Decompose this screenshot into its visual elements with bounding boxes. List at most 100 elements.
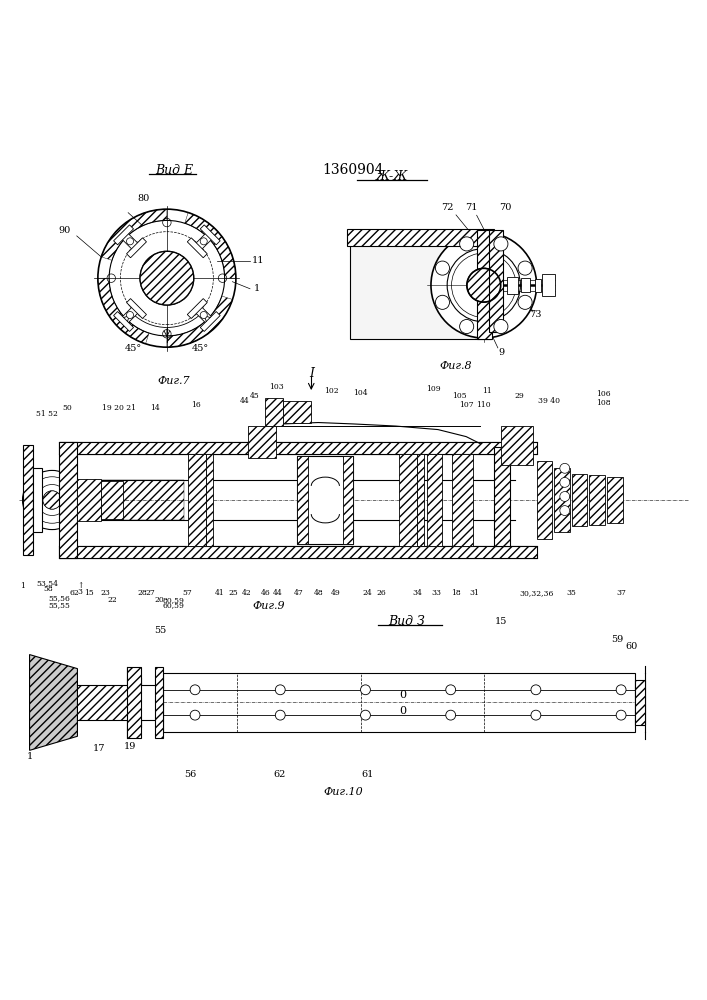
Text: 47: 47 <box>293 589 303 597</box>
Text: 108: 108 <box>596 399 611 407</box>
Bar <box>127 299 146 319</box>
Text: 11: 11 <box>252 256 264 265</box>
Text: ↑: ↑ <box>77 582 83 590</box>
Circle shape <box>43 491 62 509</box>
Bar <box>537 461 552 539</box>
Text: 29: 29 <box>514 392 524 400</box>
Text: 104: 104 <box>354 389 368 397</box>
Bar <box>265 398 283 426</box>
Text: 106: 106 <box>596 390 611 398</box>
Bar <box>206 454 213 546</box>
Text: 103: 103 <box>269 383 284 391</box>
Bar <box>542 274 555 296</box>
Bar <box>59 442 537 454</box>
Circle shape <box>531 685 541 695</box>
Text: 9: 9 <box>498 348 505 357</box>
Bar <box>507 277 518 294</box>
Text: Вид Е: Вид Е <box>155 164 193 177</box>
Circle shape <box>518 295 532 309</box>
Bar <box>23 445 33 555</box>
Circle shape <box>560 506 570 515</box>
Bar <box>59 442 77 558</box>
Circle shape <box>460 237 474 251</box>
Text: 18: 18 <box>451 589 460 597</box>
Circle shape <box>447 249 520 322</box>
Text: 41: 41 <box>215 589 225 597</box>
Bar <box>188 454 206 546</box>
Bar <box>248 426 276 458</box>
Text: 61: 61 <box>361 770 374 779</box>
Text: 24: 24 <box>363 589 373 597</box>
Text: 49: 49 <box>331 589 341 597</box>
Bar <box>635 680 645 725</box>
Circle shape <box>361 710 370 720</box>
Text: 50: 50 <box>62 404 71 412</box>
Text: 62: 62 <box>274 770 286 779</box>
Circle shape <box>518 261 532 275</box>
Bar <box>590 475 605 525</box>
Text: 1: 1 <box>254 284 260 293</box>
Text: 14: 14 <box>150 404 160 412</box>
Circle shape <box>617 710 626 720</box>
Text: Фиг.9: Фиг.9 <box>252 601 286 611</box>
Bar <box>155 667 163 738</box>
Circle shape <box>494 237 508 251</box>
Bar <box>187 238 207 258</box>
Text: 19: 19 <box>124 742 136 751</box>
Bar <box>283 401 311 423</box>
Text: 35: 35 <box>567 589 577 597</box>
Text: 34: 34 <box>412 589 422 597</box>
Text: 60,59: 60,59 <box>163 602 184 610</box>
Text: 57: 57 <box>182 589 192 597</box>
Text: 1: 1 <box>26 752 33 761</box>
Bar <box>119 230 141 252</box>
Text: Фиг.7: Фиг.7 <box>158 376 190 386</box>
Bar <box>572 474 588 526</box>
Text: Ж-Ж: Ж-Ж <box>376 170 409 183</box>
Circle shape <box>190 685 200 695</box>
Text: 48: 48 <box>313 589 323 597</box>
Circle shape <box>29 477 76 523</box>
Text: 0: 0 <box>399 706 407 716</box>
Bar <box>477 230 492 339</box>
Text: 27: 27 <box>146 589 156 597</box>
Circle shape <box>275 685 285 695</box>
Text: 71: 71 <box>465 203 477 212</box>
Circle shape <box>275 710 285 720</box>
Text: 11: 11 <box>482 387 492 395</box>
Circle shape <box>436 261 450 275</box>
Text: 20: 20 <box>155 596 165 604</box>
Bar <box>187 299 207 319</box>
Text: I: I <box>309 367 314 380</box>
Circle shape <box>190 710 200 720</box>
Text: 44: 44 <box>273 589 282 597</box>
Text: 107: 107 <box>459 401 474 409</box>
Bar <box>501 426 533 465</box>
Bar <box>399 454 417 546</box>
Bar <box>428 454 442 546</box>
Text: 1360904: 1360904 <box>323 163 384 177</box>
Text: 45°: 45° <box>124 344 141 353</box>
Text: 102: 102 <box>324 387 338 395</box>
Bar <box>607 477 622 523</box>
Circle shape <box>127 311 134 319</box>
Text: Фиг.10: Фиг.10 <box>323 787 363 797</box>
Text: 90: 90 <box>58 226 70 235</box>
Bar <box>494 447 510 546</box>
Text: 55,55: 55,55 <box>48 602 70 610</box>
Bar <box>554 468 570 532</box>
Text: 39 40: 39 40 <box>538 397 560 405</box>
Circle shape <box>467 268 501 302</box>
Circle shape <box>37 485 68 515</box>
Text: 37: 37 <box>617 589 626 597</box>
Text: 25: 25 <box>229 589 239 597</box>
Bar <box>127 667 141 738</box>
Text: 80: 80 <box>138 194 150 203</box>
Circle shape <box>531 710 541 720</box>
Text: 46: 46 <box>261 589 270 597</box>
Bar <box>77 479 101 521</box>
Text: 53,54: 53,54 <box>36 579 58 587</box>
Bar <box>297 456 354 544</box>
Text: 31: 31 <box>469 589 479 597</box>
Bar <box>200 225 220 245</box>
